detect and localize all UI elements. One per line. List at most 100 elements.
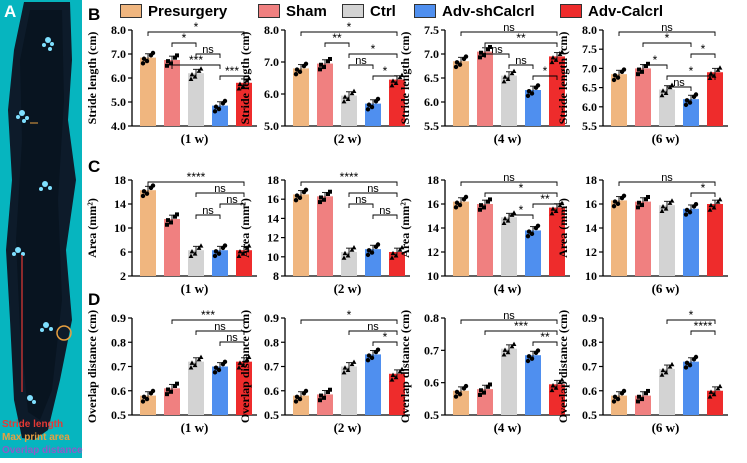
y-tick-label: 8.0 bbox=[264, 23, 279, 37]
significance-label: * bbox=[519, 203, 524, 217]
data-point bbox=[486, 47, 490, 52]
data-point bbox=[463, 383, 469, 389]
data-point bbox=[140, 193, 146, 199]
legend-label: Presurgery bbox=[148, 2, 228, 20]
bar bbox=[293, 194, 309, 276]
bar bbox=[683, 208, 699, 276]
data-point bbox=[478, 55, 482, 60]
significance-label: ns bbox=[202, 44, 214, 56]
bar bbox=[525, 90, 541, 126]
data-point bbox=[612, 73, 618, 78]
data-point bbox=[150, 50, 156, 56]
y-tick-label: 7.0 bbox=[582, 61, 597, 75]
significance-bracket bbox=[195, 53, 221, 58]
significance-label: * bbox=[653, 53, 658, 67]
data-point bbox=[640, 69, 644, 74]
data-point bbox=[212, 370, 218, 375]
data-point bbox=[711, 391, 717, 397]
data-point bbox=[549, 59, 555, 65]
legend-label: Adv-shCalcrl bbox=[442, 2, 535, 20]
legend-swatch bbox=[120, 4, 142, 18]
significance-label: ** bbox=[516, 31, 526, 45]
data-point bbox=[328, 387, 332, 392]
data-point bbox=[345, 253, 351, 258]
data-point bbox=[297, 396, 303, 402]
legend-swatch bbox=[414, 4, 436, 18]
legend-item-adv-shcalcrl: Adv-shCalcrl bbox=[414, 1, 535, 21]
data-point bbox=[711, 205, 717, 210]
data-point bbox=[165, 222, 169, 227]
x-axis-label: (4 w) bbox=[494, 420, 522, 435]
data-point bbox=[213, 365, 219, 370]
significance-label: ns bbox=[214, 183, 226, 195]
data-point bbox=[717, 65, 723, 70]
data-point bbox=[637, 200, 641, 205]
significance-label: *** bbox=[189, 53, 203, 67]
data-point bbox=[559, 377, 565, 382]
y-tick-label: 7.0 bbox=[264, 55, 279, 69]
data-point bbox=[479, 50, 483, 55]
data-point bbox=[189, 71, 195, 77]
data-point bbox=[169, 220, 173, 225]
significance-bracket bbox=[195, 192, 245, 197]
y-tick-label: 18 bbox=[267, 173, 279, 187]
y-tick-label: 7.0 bbox=[424, 47, 439, 61]
chart-panel: 10 12 14 16 18 Area (mm²) (6 w) ns * bbox=[556, 172, 728, 296]
y-tick-label: 7.5 bbox=[582, 42, 597, 56]
data-point bbox=[478, 207, 482, 212]
data-point bbox=[553, 57, 559, 62]
data-point bbox=[173, 55, 177, 60]
data-point bbox=[501, 352, 507, 357]
significance-bracket bbox=[690, 192, 716, 197]
y-tick-label: 0.6 bbox=[264, 384, 279, 398]
data-point bbox=[553, 208, 559, 214]
bar bbox=[389, 373, 405, 415]
significance-bracket bbox=[372, 75, 398, 80]
data-point bbox=[244, 78, 250, 83]
data-point bbox=[297, 69, 303, 75]
data-point bbox=[318, 200, 322, 205]
data-point bbox=[525, 93, 531, 98]
data-point bbox=[454, 389, 460, 395]
data-point bbox=[318, 67, 322, 72]
y-axis-label: Stride length (cm) bbox=[85, 32, 99, 125]
data-point bbox=[550, 55, 556, 60]
y-tick-label: 6.0 bbox=[264, 87, 279, 101]
y-tick-label: 6.0 bbox=[582, 100, 597, 114]
data-point bbox=[390, 250, 396, 256]
data-point bbox=[393, 374, 399, 380]
bar bbox=[188, 73, 204, 126]
significance-label: ns bbox=[503, 310, 515, 322]
data-point bbox=[669, 82, 675, 87]
data-point bbox=[646, 61, 650, 66]
data-point bbox=[715, 386, 721, 391]
data-point bbox=[715, 199, 721, 204]
y-axis-label: Stride length (cm) bbox=[398, 32, 412, 125]
data-point bbox=[687, 362, 693, 368]
legend-label: Ctrl bbox=[370, 2, 396, 20]
paw-print-image-panel: Stride length Max print area Overlap dis… bbox=[0, 0, 83, 458]
bar bbox=[707, 204, 723, 276]
significance-label: **** bbox=[187, 170, 206, 184]
data-point bbox=[693, 354, 699, 360]
data-point bbox=[341, 369, 347, 375]
bar bbox=[453, 61, 469, 127]
data-point bbox=[715, 67, 721, 72]
data-point bbox=[526, 354, 532, 359]
data-point bbox=[322, 395, 326, 400]
significance-bracket bbox=[642, 64, 668, 69]
bar bbox=[164, 60, 180, 126]
significance-bracket bbox=[171, 319, 245, 324]
significance-bracket bbox=[460, 31, 558, 36]
data-point bbox=[198, 243, 204, 248]
data-point bbox=[529, 231, 535, 237]
chart-panel: 5.5 6.0 6.5 7.0 7.5 Stride length (cm) (4 w) ns… bbox=[398, 22, 570, 146]
significance-label: ns bbox=[355, 194, 367, 206]
significance-bracket bbox=[618, 31, 716, 36]
significance-label: ns bbox=[503, 172, 515, 184]
y-tick-label: 0.5 bbox=[264, 408, 279, 422]
data-point bbox=[173, 214, 177, 219]
significance-bracket bbox=[460, 181, 558, 186]
